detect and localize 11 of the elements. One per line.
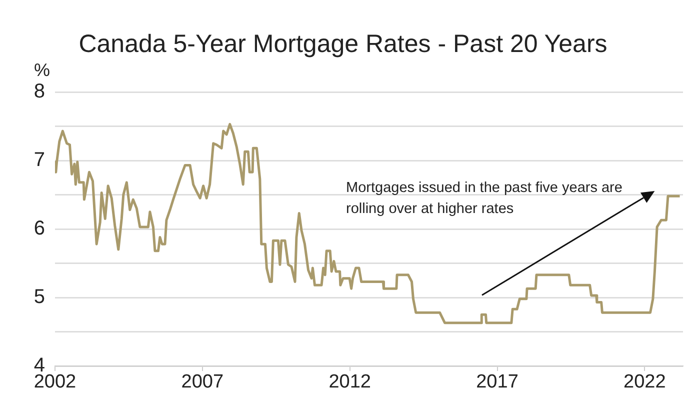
annotation: Mortgages issued in the past five years are rolling over at higher rates [346,179,624,219]
y-axis-title: % [34,60,50,81]
y-tick-label: 7 [34,149,45,172]
y-tick-label: 8 [34,80,45,103]
y-tick-label: 5 [34,286,45,308]
y-tick-label: 6 [34,218,45,240]
x-tick-label: 2007 [181,372,224,393]
x-tick-label: 2017 [476,372,518,393]
x-tick-label: 2012 [328,372,371,393]
x-tick-label: 2022 [624,372,666,393]
chart-title: Canada 5-Year Mortgage Rates - Past 20 Years [78,30,608,59]
